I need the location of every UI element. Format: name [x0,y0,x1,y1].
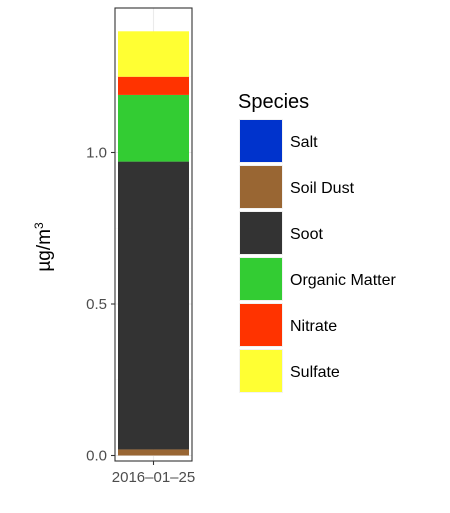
y-tick-label: 0.5 [86,296,107,313]
legend-key-sulfate [240,350,282,392]
y-axis-title-superscript: 3 [32,222,46,229]
y-tick-label: 1.0 [86,145,107,162]
legend-title: Species [238,91,309,113]
x-axis: 2016–01–25 [112,461,195,486]
legend-key-nitrate [240,304,282,346]
bar-segment-soil-dust [118,449,189,456]
legend-key-soot [240,212,282,254]
bar-stack [118,31,189,456]
bar-segment-sulfate [118,31,189,77]
legend-key-organic-matter [240,258,282,300]
legend-label: Salt [290,134,318,151]
bar-segment-organic-matter [118,94,189,162]
legend-label: Organic Matter [290,272,396,289]
y-axis: 0.0 0.5 1.0 [86,145,115,465]
legend-label: Soil Dust [290,180,355,197]
legend-key-soil-dust [240,166,282,208]
y-axis-title-text: µg/m [34,229,55,272]
legend-label: Soot [290,226,323,243]
plot-panel [114,7,193,462]
legend-key-salt [240,120,282,162]
legend: Species Salt Soil Dust Soot Organic Matter N… [238,91,396,393]
bar-segment-soot [118,161,189,450]
legend-label: Nitrate [290,318,337,335]
y-axis-title: µg/m3 [32,222,55,272]
x-tick-label: 2016–01–25 [112,469,195,486]
bar-segment-nitrate [118,76,189,95]
y-tick-label: 0.0 [86,448,107,465]
legend-label: Sulfate [290,364,340,381]
